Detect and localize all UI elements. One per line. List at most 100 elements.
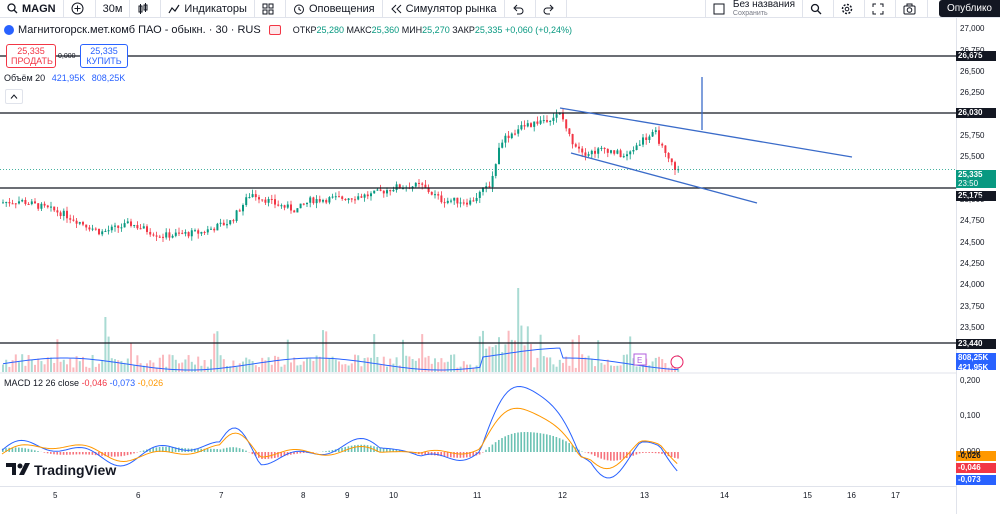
last-price-label: 25,335 23:50 bbox=[956, 170, 996, 188]
price-tick: 23,750 bbox=[960, 302, 984, 311]
macd-legend: MACD 12 26 close -0,046 -0,073 -0,026 bbox=[4, 378, 163, 388]
candle-body bbox=[674, 162, 676, 170]
candle-body bbox=[348, 198, 350, 200]
macd-histogram-bar bbox=[562, 440, 564, 452]
volume-bar bbox=[508, 331, 510, 372]
volume-bar bbox=[181, 363, 183, 372]
volume-bar bbox=[447, 362, 449, 372]
macd-histogram-bar bbox=[328, 451, 330, 452]
candle-body bbox=[444, 202, 446, 203]
price-tick: 23,500 bbox=[960, 323, 984, 332]
volume-bar bbox=[482, 331, 484, 372]
candle-body bbox=[367, 195, 369, 197]
candle-body bbox=[197, 230, 199, 233]
candle-body bbox=[47, 206, 49, 208]
macd-histogram-bar bbox=[677, 452, 679, 459]
candle-body bbox=[540, 120, 542, 123]
macd-histogram-bar bbox=[226, 448, 228, 452]
volume-bar bbox=[392, 364, 394, 372]
legend-eye-icon[interactable] bbox=[269, 25, 281, 35]
candle-body bbox=[386, 190, 388, 193]
volume-bar bbox=[213, 334, 215, 372]
volume-bar bbox=[328, 358, 330, 372]
volume-bar bbox=[31, 360, 33, 372]
volume-bar bbox=[146, 363, 148, 372]
collapse-legend-button[interactable] bbox=[5, 89, 23, 104]
volume-bar bbox=[69, 359, 71, 372]
candle-body bbox=[15, 203, 17, 204]
candle-body bbox=[594, 151, 596, 154]
volume-bar bbox=[300, 365, 302, 372]
macd-histogram-bar bbox=[655, 452, 657, 453]
candle-body bbox=[626, 154, 628, 156]
volume-bar bbox=[588, 356, 590, 372]
volume-bar bbox=[604, 365, 606, 372]
candle-body bbox=[604, 148, 606, 149]
macd-histogram-bar bbox=[645, 452, 647, 453]
macd-histogram-bar bbox=[594, 452, 596, 456]
candle-body bbox=[184, 232, 186, 234]
candle-body bbox=[28, 204, 30, 205]
volume-bar bbox=[463, 361, 465, 372]
macd-histogram-bar bbox=[207, 449, 209, 452]
candle-body bbox=[120, 227, 122, 228]
volume-bar bbox=[364, 358, 366, 372]
volume-bar bbox=[357, 355, 359, 372]
volume-bar bbox=[543, 356, 545, 372]
price-tick: 25,500 bbox=[960, 152, 984, 161]
macd-signal-line bbox=[2, 408, 677, 468]
macd-histogram-bar bbox=[530, 432, 532, 452]
candle-body bbox=[332, 197, 334, 198]
candle-body bbox=[341, 196, 343, 199]
macd-histogram-bar bbox=[504, 436, 506, 452]
macd-histogram-bar bbox=[130, 452, 132, 454]
candle-body bbox=[485, 186, 487, 187]
macd-histogram-bar bbox=[79, 452, 81, 454]
volume-bar bbox=[21, 354, 23, 372]
macd-histogram-bar bbox=[514, 433, 516, 452]
candle-body bbox=[274, 199, 276, 204]
candle-body bbox=[12, 203, 14, 204]
macd-histogram-bar bbox=[72, 452, 74, 455]
volume-bar bbox=[239, 363, 241, 372]
macd-histogram-bar bbox=[178, 448, 180, 452]
sell-price: 25,335 bbox=[11, 46, 51, 56]
volume-bar bbox=[92, 355, 94, 372]
candle-body bbox=[469, 200, 471, 204]
candle-body bbox=[172, 236, 174, 238]
candle-body bbox=[354, 199, 356, 200]
macd-histogram-bar bbox=[354, 445, 356, 452]
time-tick: 13 bbox=[640, 491, 649, 500]
volume-bar bbox=[386, 367, 388, 372]
candle-body bbox=[527, 123, 529, 126]
volume-bar bbox=[236, 367, 238, 372]
macd-tick: 0,200 bbox=[960, 376, 980, 385]
candle-body bbox=[178, 233, 180, 234]
volume-bar bbox=[412, 359, 414, 372]
macd-histogram-bar bbox=[242, 449, 244, 452]
volume-bar bbox=[568, 366, 570, 372]
volume-bar bbox=[319, 357, 321, 372]
volume-bar bbox=[293, 358, 295, 372]
macd-histogram-bar bbox=[367, 445, 369, 452]
macd-histogram-bar bbox=[671, 452, 673, 457]
candle-body bbox=[44, 204, 46, 206]
buy-button[interactable]: 25,335 КУПИТЬ bbox=[80, 44, 128, 68]
candle-body bbox=[591, 151, 593, 154]
macd-axis-label-hist: -0,046 bbox=[956, 463, 996, 473]
macd-histogram-bar bbox=[63, 452, 65, 455]
macd-histogram-bar bbox=[117, 452, 119, 457]
candle-body bbox=[600, 148, 602, 149]
candle-body bbox=[117, 226, 119, 228]
sell-button[interactable]: 25,335 ПРОДАТЬ bbox=[6, 44, 56, 68]
candle-body bbox=[431, 192, 433, 195]
candle-body bbox=[511, 134, 513, 138]
volume-bar bbox=[444, 362, 446, 372]
tradingview-logo[interactable]: TradingView bbox=[6, 462, 116, 478]
macd-histogram-bar bbox=[15, 447, 17, 452]
candle-body bbox=[479, 192, 481, 198]
macd-histogram-bar bbox=[380, 448, 382, 452]
volume-bar bbox=[351, 363, 353, 372]
macd-histogram-bar bbox=[114, 452, 116, 457]
